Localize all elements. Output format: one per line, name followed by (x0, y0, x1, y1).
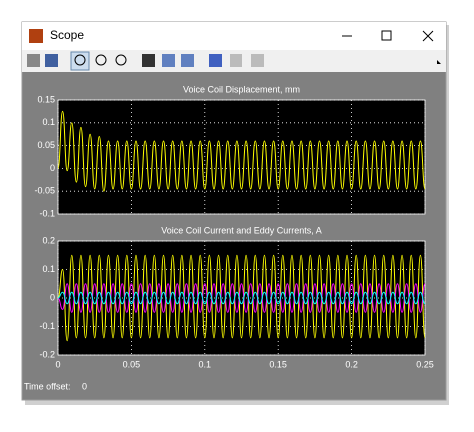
toolbar-chevron[interactable] (437, 60, 441, 64)
signal-line (57, 291, 426, 305)
plot-title: Voice Coil Current and Eddy Currents, A (161, 225, 322, 235)
close-button[interactable] (422, 30, 434, 42)
y-tick-label: 0 (50, 292, 55, 302)
y-tick-label: 0 (50, 163, 55, 173)
y-tick-label: 0.15 (37, 94, 55, 104)
time-offset-label: Time offset: (24, 381, 71, 391)
zoom-x-icon[interactable] (95, 54, 107, 66)
x-tick-label: 0.05 (123, 359, 141, 369)
plot-area (57, 99, 426, 215)
autoscale-icon[interactable] (142, 54, 155, 67)
y-tick-label: -0.1 (39, 321, 55, 331)
toolbar-icons (27, 51, 441, 71)
x-tick-label: 0.2 (345, 359, 358, 369)
x-tick-label: 0 (55, 359, 60, 369)
plot-area (57, 240, 426, 356)
zoom-button[interactable] (70, 51, 90, 71)
x-tick-label: 0.25 (416, 359, 434, 369)
print-icon[interactable] (27, 54, 40, 67)
y-tick-label: -0.05 (34, 186, 55, 196)
y-tick-label: -0.1 (39, 208, 55, 218)
y-tick-label: -0.2 (39, 349, 55, 359)
y-tick-label: 0.1 (42, 264, 55, 274)
x-tick-label: 0.1 (199, 359, 212, 369)
signal-line (57, 254, 426, 342)
y-tick-label: 0.2 (42, 235, 55, 245)
lock-icon[interactable] (230, 54, 242, 67)
restore-axes-icon[interactable] (181, 54, 194, 67)
window-title: Scope (50, 28, 84, 42)
title-bar (22, 22, 446, 50)
y-tick-label: 0.1 (42, 117, 55, 127)
app-icon (29, 29, 43, 43)
save-axes-icon[interactable] (162, 54, 175, 67)
x-tick-label: 0.15 (269, 359, 287, 369)
time-offset-value: 0 (82, 381, 87, 391)
params-icon[interactable] (45, 54, 58, 67)
signal-select-icon[interactable] (251, 54, 264, 67)
zoom-icon (74, 54, 86, 66)
y-tick-label: 0.05 (37, 140, 55, 150)
zoom-y-icon[interactable] (115, 54, 127, 66)
maximize-button[interactable] (381, 30, 392, 41)
signal-line (57, 283, 426, 313)
floating-icon[interactable] (209, 54, 222, 67)
plot-title: Voice Coil Displacement, mm (183, 84, 300, 94)
signal-line (57, 110, 426, 192)
